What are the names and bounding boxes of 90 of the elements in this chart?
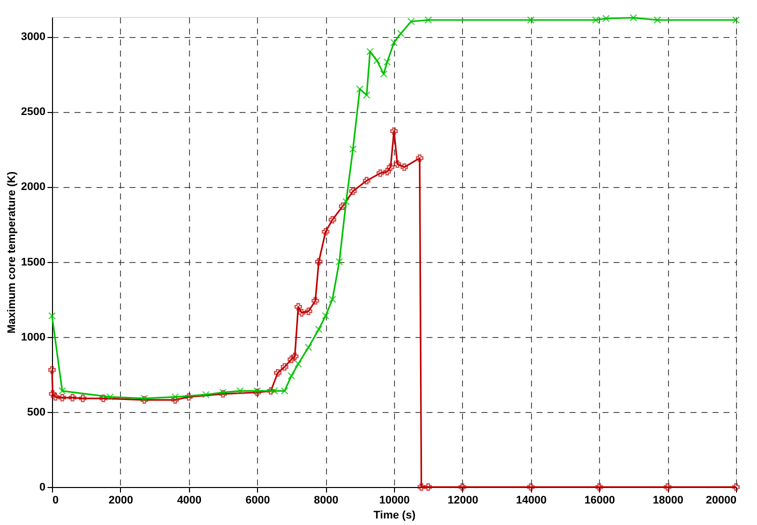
- y-tick-label: 1500: [21, 256, 46, 268]
- point: [407, 18, 415, 26]
- point: [185, 393, 193, 401]
- point: [58, 394, 66, 402]
- point: [315, 326, 323, 334]
- x-tick-label: 6000: [245, 494, 270, 506]
- point: [315, 258, 323, 266]
- point: [390, 38, 398, 46]
- point: [79, 394, 87, 402]
- point: [288, 356, 296, 364]
- point: [595, 483, 603, 491]
- x-tick-label: 16000: [584, 494, 615, 506]
- x-tick-label: 12000: [448, 494, 478, 506]
- point: [274, 369, 282, 377]
- point: [336, 258, 344, 266]
- point: [68, 394, 76, 402]
- point: [322, 312, 330, 320]
- point: [732, 16, 740, 24]
- point: [342, 198, 350, 206]
- point: [294, 303, 302, 311]
- x-tick-label: 4000: [177, 494, 202, 506]
- point: [424, 16, 432, 24]
- x-tick-label: 0: [52, 494, 59, 506]
- point: [294, 360, 302, 368]
- y-tick-label: 2500: [21, 106, 46, 118]
- point: [328, 296, 336, 304]
- point: [298, 309, 306, 317]
- point: [416, 154, 424, 162]
- point: [338, 202, 346, 210]
- point: [602, 14, 610, 22]
- point: [362, 176, 370, 184]
- point: [400, 163, 408, 171]
- point: [312, 297, 320, 305]
- x-tick-label: 20000: [706, 494, 736, 506]
- point: [202, 390, 210, 398]
- point: [386, 163, 394, 171]
- point: [171, 396, 179, 404]
- point: [458, 483, 466, 491]
- point: [48, 390, 56, 398]
- y-tick-label: 3000: [21, 31, 46, 44]
- point: [236, 387, 244, 395]
- point: [291, 352, 299, 360]
- point: [304, 344, 312, 352]
- point: [100, 394, 108, 402]
- point: [376, 169, 384, 177]
- y-axis-title: Maximum core temperature (K): [6, 171, 18, 334]
- point: [106, 393, 114, 401]
- point: [270, 387, 278, 395]
- point: [366, 48, 374, 56]
- point: [48, 366, 56, 374]
- point: [280, 363, 288, 371]
- point: [322, 228, 330, 236]
- x-tick-label: 8000: [314, 494, 338, 506]
- point: [52, 393, 60, 401]
- y-tick-label: 1000: [21, 331, 46, 344]
- point: [58, 387, 66, 395]
- point: [328, 216, 336, 224]
- y-tick-label: 0: [39, 482, 46, 494]
- point: [356, 85, 364, 93]
- point: [394, 160, 402, 168]
- point: [304, 308, 312, 316]
- x-axis-title: Time (s): [374, 510, 416, 522]
- point: [171, 393, 179, 401]
- point: [349, 187, 357, 195]
- x-tick-label: 10000: [379, 494, 410, 506]
- point: [397, 30, 405, 38]
- point: [664, 483, 672, 491]
- point: [390, 127, 398, 135]
- y-tick-label: 2000: [21, 181, 46, 194]
- point: [48, 312, 56, 320]
- point: [527, 483, 535, 491]
- point: [654, 16, 662, 24]
- point: [267, 387, 275, 395]
- point: [288, 372, 296, 380]
- x-tick-label: 14000: [516, 494, 547, 506]
- point: [280, 387, 288, 395]
- point: [592, 16, 600, 24]
- point: [527, 16, 535, 24]
- point: [383, 58, 391, 66]
- point: [424, 483, 432, 491]
- point: [349, 145, 357, 153]
- point: [380, 70, 388, 78]
- x-tick-label: 18000: [652, 494, 684, 506]
- x-tick-label: 2000: [108, 494, 134, 506]
- point: [630, 14, 638, 22]
- y-tick-label: 500: [27, 406, 46, 418]
- point: [383, 168, 391, 176]
- point: [362, 91, 370, 99]
- point: [373, 56, 381, 64]
- point: [418, 483, 426, 491]
